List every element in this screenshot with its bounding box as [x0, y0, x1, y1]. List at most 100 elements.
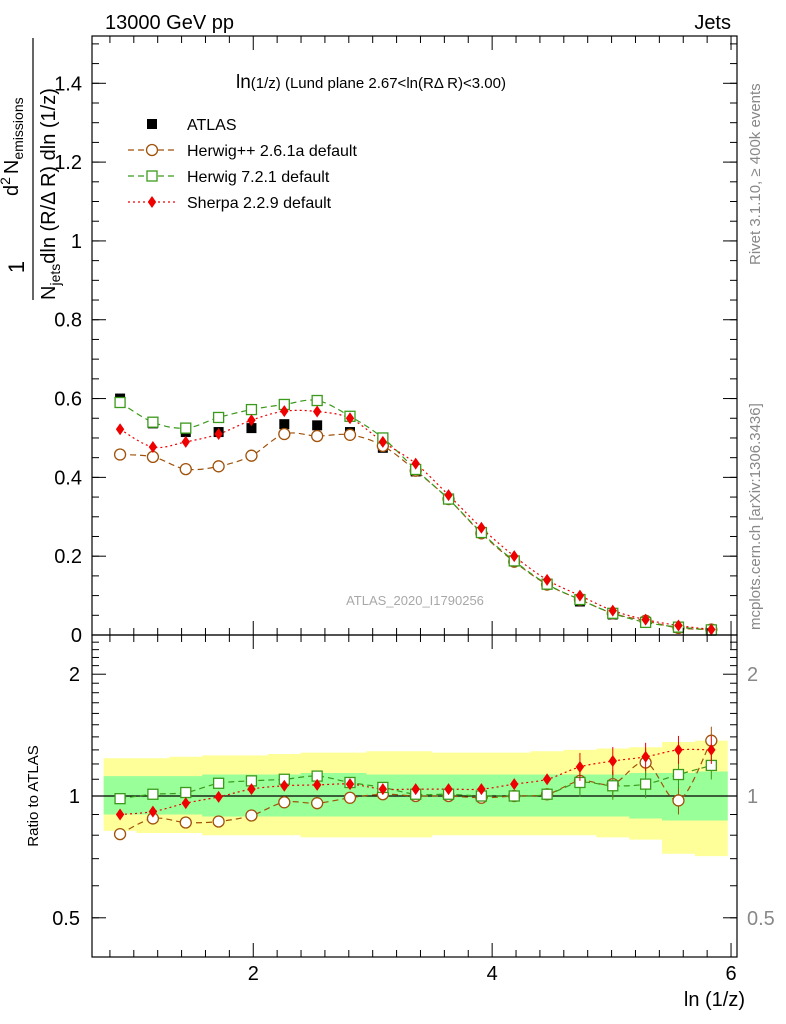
- ratio-point-sherpa-2-2-9-default: [247, 783, 256, 796]
- point-sherpa-2-2-9-default: [181, 435, 190, 448]
- point-herwig-7-2-1-default: [212, 411, 225, 424]
- point-herwig-7-2-1-default: [180, 422, 192, 434]
- point-herwig-2-6-1a-default: [245, 449, 258, 462]
- header-right: Jets: [694, 12, 731, 34]
- point-sherpa-2-2-9-default: [608, 604, 617, 617]
- point-sherpa-2-2-9-default: [510, 550, 519, 563]
- rivet-label: Rivet 3.1.10, ≥ 400k events: [747, 83, 764, 265]
- ratio-point-herwig-7-2-1-default: [212, 777, 225, 789]
- ratio-point-herwig-2-6-1a-default: [212, 815, 225, 828]
- ratio-y-tick-label: 2: [69, 664, 80, 686]
- x-tick-label: 2: [248, 963, 259, 985]
- ratio-point-sherpa-2-2-9-default: [641, 750, 650, 763]
- point-sherpa-2-2-9-default: [575, 589, 585, 602]
- point-herwig-2-6-1a-default: [278, 427, 291, 441]
- header-left: 13000 GeV pp: [105, 12, 234, 34]
- point-herwig-2-6-1a-default: [179, 462, 192, 476]
- point-sherpa-2-2-9-default: [280, 405, 289, 418]
- ratio-point-herwig-2-6-1a-default: [672, 794, 685, 807]
- ratio-point-herwig-2-6-1a-default: [278, 796, 291, 809]
- point-sherpa-2-2-9-default: [674, 619, 683, 632]
- ratio-point-herwig-7-2-1-default: [508, 790, 520, 802]
- ratio-point-herwig-7-2-1-default: [607, 780, 619, 792]
- y-tick-label: 1.2: [54, 152, 82, 174]
- ratio-point-sherpa-2-2-9-default: [510, 778, 519, 791]
- ratio-point-sherpa-2-2-9-default: [674, 743, 683, 756]
- ratio-point-herwig-2-6-1a-default: [179, 816, 192, 829]
- point-herwig-7-2-1-default: [114, 396, 126, 409]
- ratio-point-herwig-7-2-1-default: [147, 788, 159, 800]
- point-herwig-2-6-1a-default: [343, 428, 357, 441]
- ratio-series-layer: [113, 726, 718, 841]
- y-tick-label: 0.2: [54, 546, 82, 568]
- ratio-point-sherpa-2-2-9-default: [115, 808, 125, 821]
- y-tick-label: 1.4: [54, 73, 82, 95]
- main-axes: 0 0.2 0.4 0.6 0.8 1 1.2 1.4: [54, 36, 737, 647]
- legend-marker-sherpa-2-2-9-default: [147, 196, 157, 208]
- ratio-axes: 0.5 0.5 1 1 2 2 2 4 6: [52, 635, 775, 985]
- y-tick-label: 0.4: [54, 467, 82, 489]
- ratio-point-herwig-7-2-1-default: [672, 768, 685, 781]
- ratio-point-herwig-7-2-1-default: [541, 788, 553, 800]
- legend-label-herwig-2-6-1a-default: Herwig++ 2.6.1a default: [187, 143, 357, 160]
- ratio-y-label: Ratio to ATLAS: [25, 745, 42, 846]
- legend-label-herwig-7-2-1-default: Herwig 7.2.1 default: [187, 169, 330, 186]
- ratio-point-sherpa-2-2-9-default: [345, 778, 355, 791]
- x-tick-label: 6: [725, 963, 736, 985]
- point-herwig-7-2-1-default: [245, 403, 258, 416]
- main-series-layer: [113, 393, 718, 636]
- point-herwig-7-2-1-default: [147, 416, 159, 428]
- ratio-point-sherpa-2-2-9-default: [378, 783, 388, 796]
- main-y-label: 1 Njetsdln (R/Δ R) dln (1/z) d2Nemission…: [0, 38, 63, 300]
- mcplots-label: mcplots.cern.ch [arXiv:1306.3436]: [747, 403, 764, 630]
- ratio-point-sherpa-2-2-9-default: [312, 778, 322, 791]
- ratio-point-herwig-2-6-1a-default: [311, 797, 324, 810]
- ratio-point-sherpa-2-2-9-default: [542, 773, 552, 786]
- ylabel-numerator: d2Nemissions: [0, 97, 26, 196]
- ylabel-denominator: Njetsdln (R/Δ R) dln (1/z): [38, 88, 63, 300]
- ratio-point-herwig-7-2-1-default: [639, 778, 652, 790]
- point-sherpa-2-2-9-default: [411, 457, 420, 470]
- ratio-point-sherpa-2-2-9-default: [575, 760, 585, 773]
- title-main: ln: [236, 72, 251, 93]
- ratio-point-herwig-2-6-1a-default: [343, 791, 357, 804]
- ratio-y-tick-label-right: 2: [747, 664, 758, 686]
- ratio-point-sherpa-2-2-9-default: [444, 783, 453, 796]
- ratio-point-sherpa-2-2-9-default: [181, 797, 190, 810]
- title-rest: (Lund plane 2.67<ln(RΔ R)<3.00): [281, 75, 506, 92]
- point-sherpa-2-2-9-default: [641, 613, 650, 626]
- point-sherpa-2-2-9-default: [345, 412, 355, 425]
- y-tick-label: 0: [71, 625, 82, 647]
- point-sherpa-2-2-9-default: [115, 423, 125, 436]
- point-sherpa-2-2-9-default: [214, 428, 223, 441]
- main-plot-title: ln(1/z) (Lund plane 2.67<ln(RΔ R)<3.00): [236, 72, 506, 93]
- point-sherpa-2-2-9-default: [542, 573, 552, 586]
- point-herwig-2-6-1a-default: [311, 429, 324, 443]
- ratio-point-sherpa-2-2-9-default: [411, 783, 420, 796]
- point-sherpa-2-2-9-default: [312, 405, 322, 418]
- legend-marker-herwig-7-2-1-default: [146, 170, 158, 182]
- point-herwig-2-6-1a-default: [212, 460, 225, 473]
- point-herwig-7-2-1-default: [311, 394, 323, 407]
- point-herwig-2-6-1a-default: [146, 450, 160, 464]
- x-tick-label: 4: [487, 963, 498, 985]
- legend-label-sherpa-2-2-9-default: Sherpa 2.2.9 default: [187, 195, 332, 212]
- point-sherpa-2-2-9-default: [148, 441, 158, 454]
- point-sherpa-2-2-9-default: [247, 414, 256, 427]
- ratio-point-herwig-7-2-1-default: [180, 786, 192, 799]
- ratio-y-tick-label: 1: [69, 786, 80, 808]
- ratio-y-tick-label-right: 0.5: [747, 908, 775, 930]
- ratio-y-tick-label-right: 1: [747, 786, 758, 808]
- point-sherpa-2-2-9-default: [378, 435, 388, 448]
- point-sherpa-2-2-9-default: [444, 489, 453, 502]
- ratio-point-herwig-2-6-1a-default: [245, 809, 258, 822]
- ratio-point-herwig-7-2-1-default: [114, 793, 126, 805]
- legend-marker-atlas: [147, 119, 157, 129]
- point-sherpa-2-2-9-default: [477, 521, 486, 534]
- ratio-point-sherpa-2-2-9-default: [608, 755, 617, 768]
- legend-marker-herwig-2-6-1a-default: [145, 143, 159, 157]
- title-sub: (1/z): [251, 75, 281, 92]
- watermark: ATLAS_2020_I1790256: [346, 593, 484, 608]
- ratio-point-sherpa-2-2-9-default: [707, 743, 716, 756]
